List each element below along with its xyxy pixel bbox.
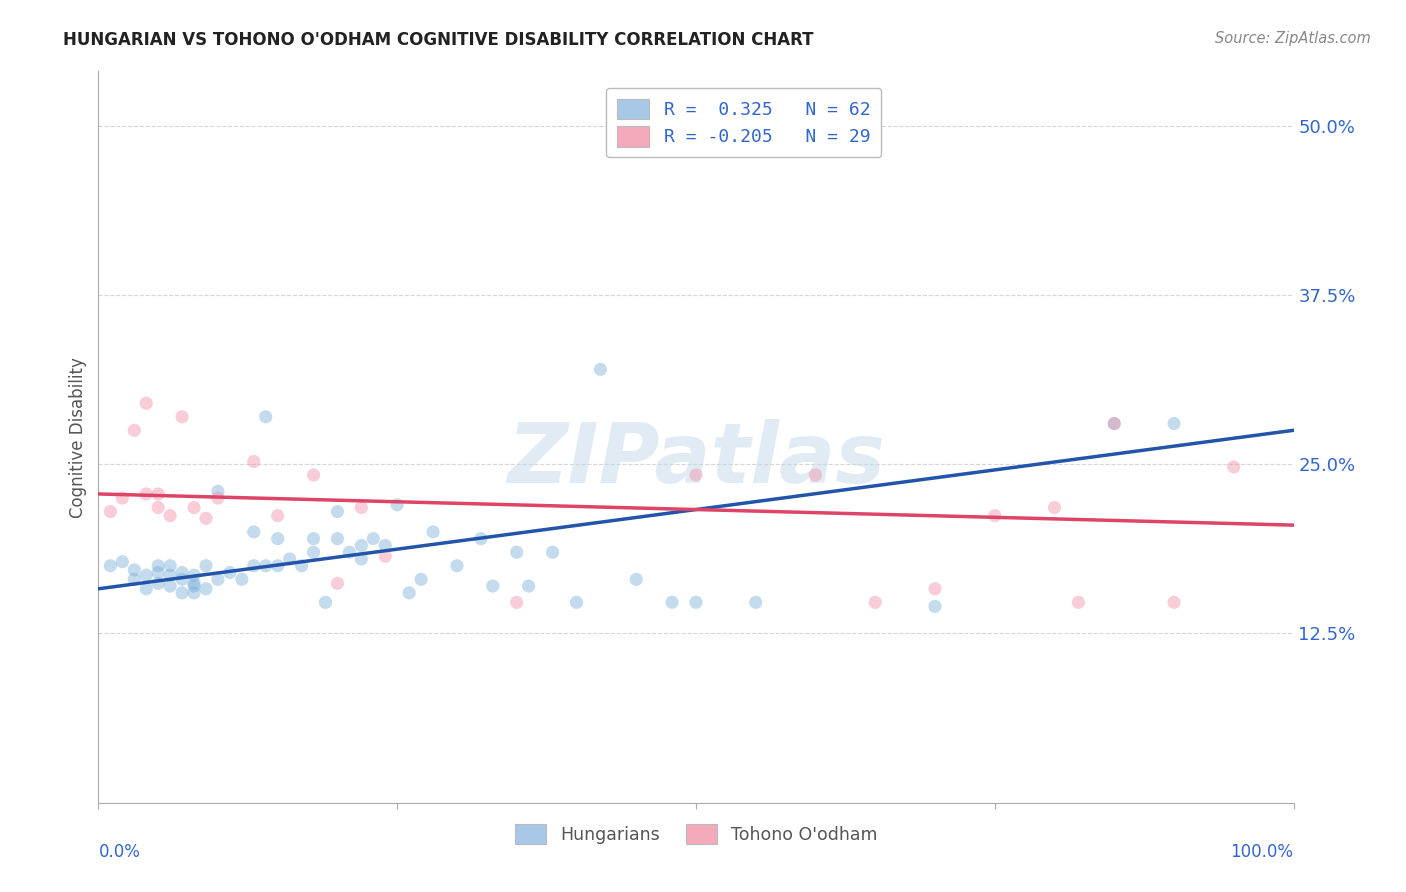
Point	[745, 595, 768, 609]
Point	[183, 568, 205, 582]
Point	[159, 508, 181, 523]
Point	[183, 586, 205, 600]
Point	[98, 505, 122, 519]
Point	[148, 576, 170, 591]
Point	[350, 538, 373, 552]
Point	[243, 524, 266, 539]
Point	[172, 409, 194, 424]
Point	[470, 532, 492, 546]
Point	[422, 524, 444, 539]
Point	[291, 558, 314, 573]
Point	[207, 484, 229, 499]
Point	[183, 500, 205, 515]
Text: 0.0%: 0.0%	[98, 843, 141, 861]
Point	[195, 582, 218, 596]
Point	[339, 545, 361, 559]
Point	[111, 491, 134, 505]
Point	[1163, 417, 1185, 431]
Point	[363, 532, 385, 546]
Point	[267, 558, 290, 573]
Point	[195, 511, 218, 525]
Point	[195, 558, 218, 573]
Point	[385, 498, 409, 512]
Point	[172, 572, 194, 586]
Point	[207, 572, 229, 586]
Point	[111, 555, 134, 569]
Point	[626, 572, 648, 586]
Point	[278, 552, 301, 566]
Point	[326, 532, 349, 546]
Point	[1104, 417, 1126, 431]
Point	[148, 558, 170, 573]
Point	[183, 579, 205, 593]
Point	[243, 558, 266, 573]
Point	[374, 549, 396, 564]
Point	[219, 566, 242, 580]
Point	[350, 500, 373, 515]
Point	[148, 566, 170, 580]
Point	[302, 468, 325, 483]
Point	[124, 423, 146, 437]
Point	[661, 595, 683, 609]
Point	[302, 545, 325, 559]
Y-axis label: Cognitive Disability: Cognitive Disability	[69, 357, 87, 517]
Point	[804, 468, 827, 483]
Point	[267, 532, 290, 546]
Point	[924, 582, 946, 596]
Point	[243, 454, 266, 468]
Point	[685, 468, 707, 483]
Point	[350, 552, 373, 566]
Text: ZIPatlas: ZIPatlas	[508, 418, 884, 500]
Point	[398, 586, 420, 600]
Text: 100.0%: 100.0%	[1230, 843, 1294, 861]
Point	[231, 572, 253, 586]
Point	[207, 491, 229, 505]
Point	[1163, 595, 1185, 609]
Point	[924, 599, 946, 614]
Point	[1223, 459, 1246, 474]
Point	[124, 563, 146, 577]
Point	[183, 576, 205, 591]
Point	[565, 595, 588, 609]
Point	[159, 568, 181, 582]
Point	[148, 500, 170, 515]
Point	[685, 595, 707, 609]
Point	[374, 538, 396, 552]
Point	[517, 579, 540, 593]
Point	[148, 487, 170, 501]
Point	[589, 362, 612, 376]
Point	[1104, 417, 1126, 431]
Point	[326, 576, 349, 591]
Point	[1067, 595, 1090, 609]
Text: Source: ZipAtlas.com: Source: ZipAtlas.com	[1215, 31, 1371, 46]
Point	[98, 558, 122, 573]
Point	[254, 558, 277, 573]
Point	[481, 579, 505, 593]
Text: HUNGARIAN VS TOHONO O'ODHAM COGNITIVE DISABILITY CORRELATION CHART: HUNGARIAN VS TOHONO O'ODHAM COGNITIVE DI…	[63, 31, 814, 49]
Point	[172, 566, 194, 580]
Point	[865, 595, 887, 609]
Point	[267, 508, 290, 523]
Point	[506, 545, 529, 559]
Legend: Hungarians, Tohono O'odham: Hungarians, Tohono O'odham	[506, 815, 886, 853]
Point	[411, 572, 433, 586]
Point	[159, 558, 181, 573]
Point	[302, 532, 325, 546]
Point	[446, 558, 468, 573]
Point	[326, 505, 349, 519]
Point	[984, 508, 1007, 523]
Point	[1043, 500, 1066, 515]
Point	[135, 396, 157, 410]
Point	[541, 545, 564, 559]
Point	[315, 595, 337, 609]
Point	[506, 595, 529, 609]
Point	[159, 579, 181, 593]
Point	[172, 586, 194, 600]
Point	[135, 582, 157, 596]
Point	[135, 568, 157, 582]
Point	[135, 487, 157, 501]
Point	[254, 409, 277, 424]
Point	[124, 572, 146, 586]
